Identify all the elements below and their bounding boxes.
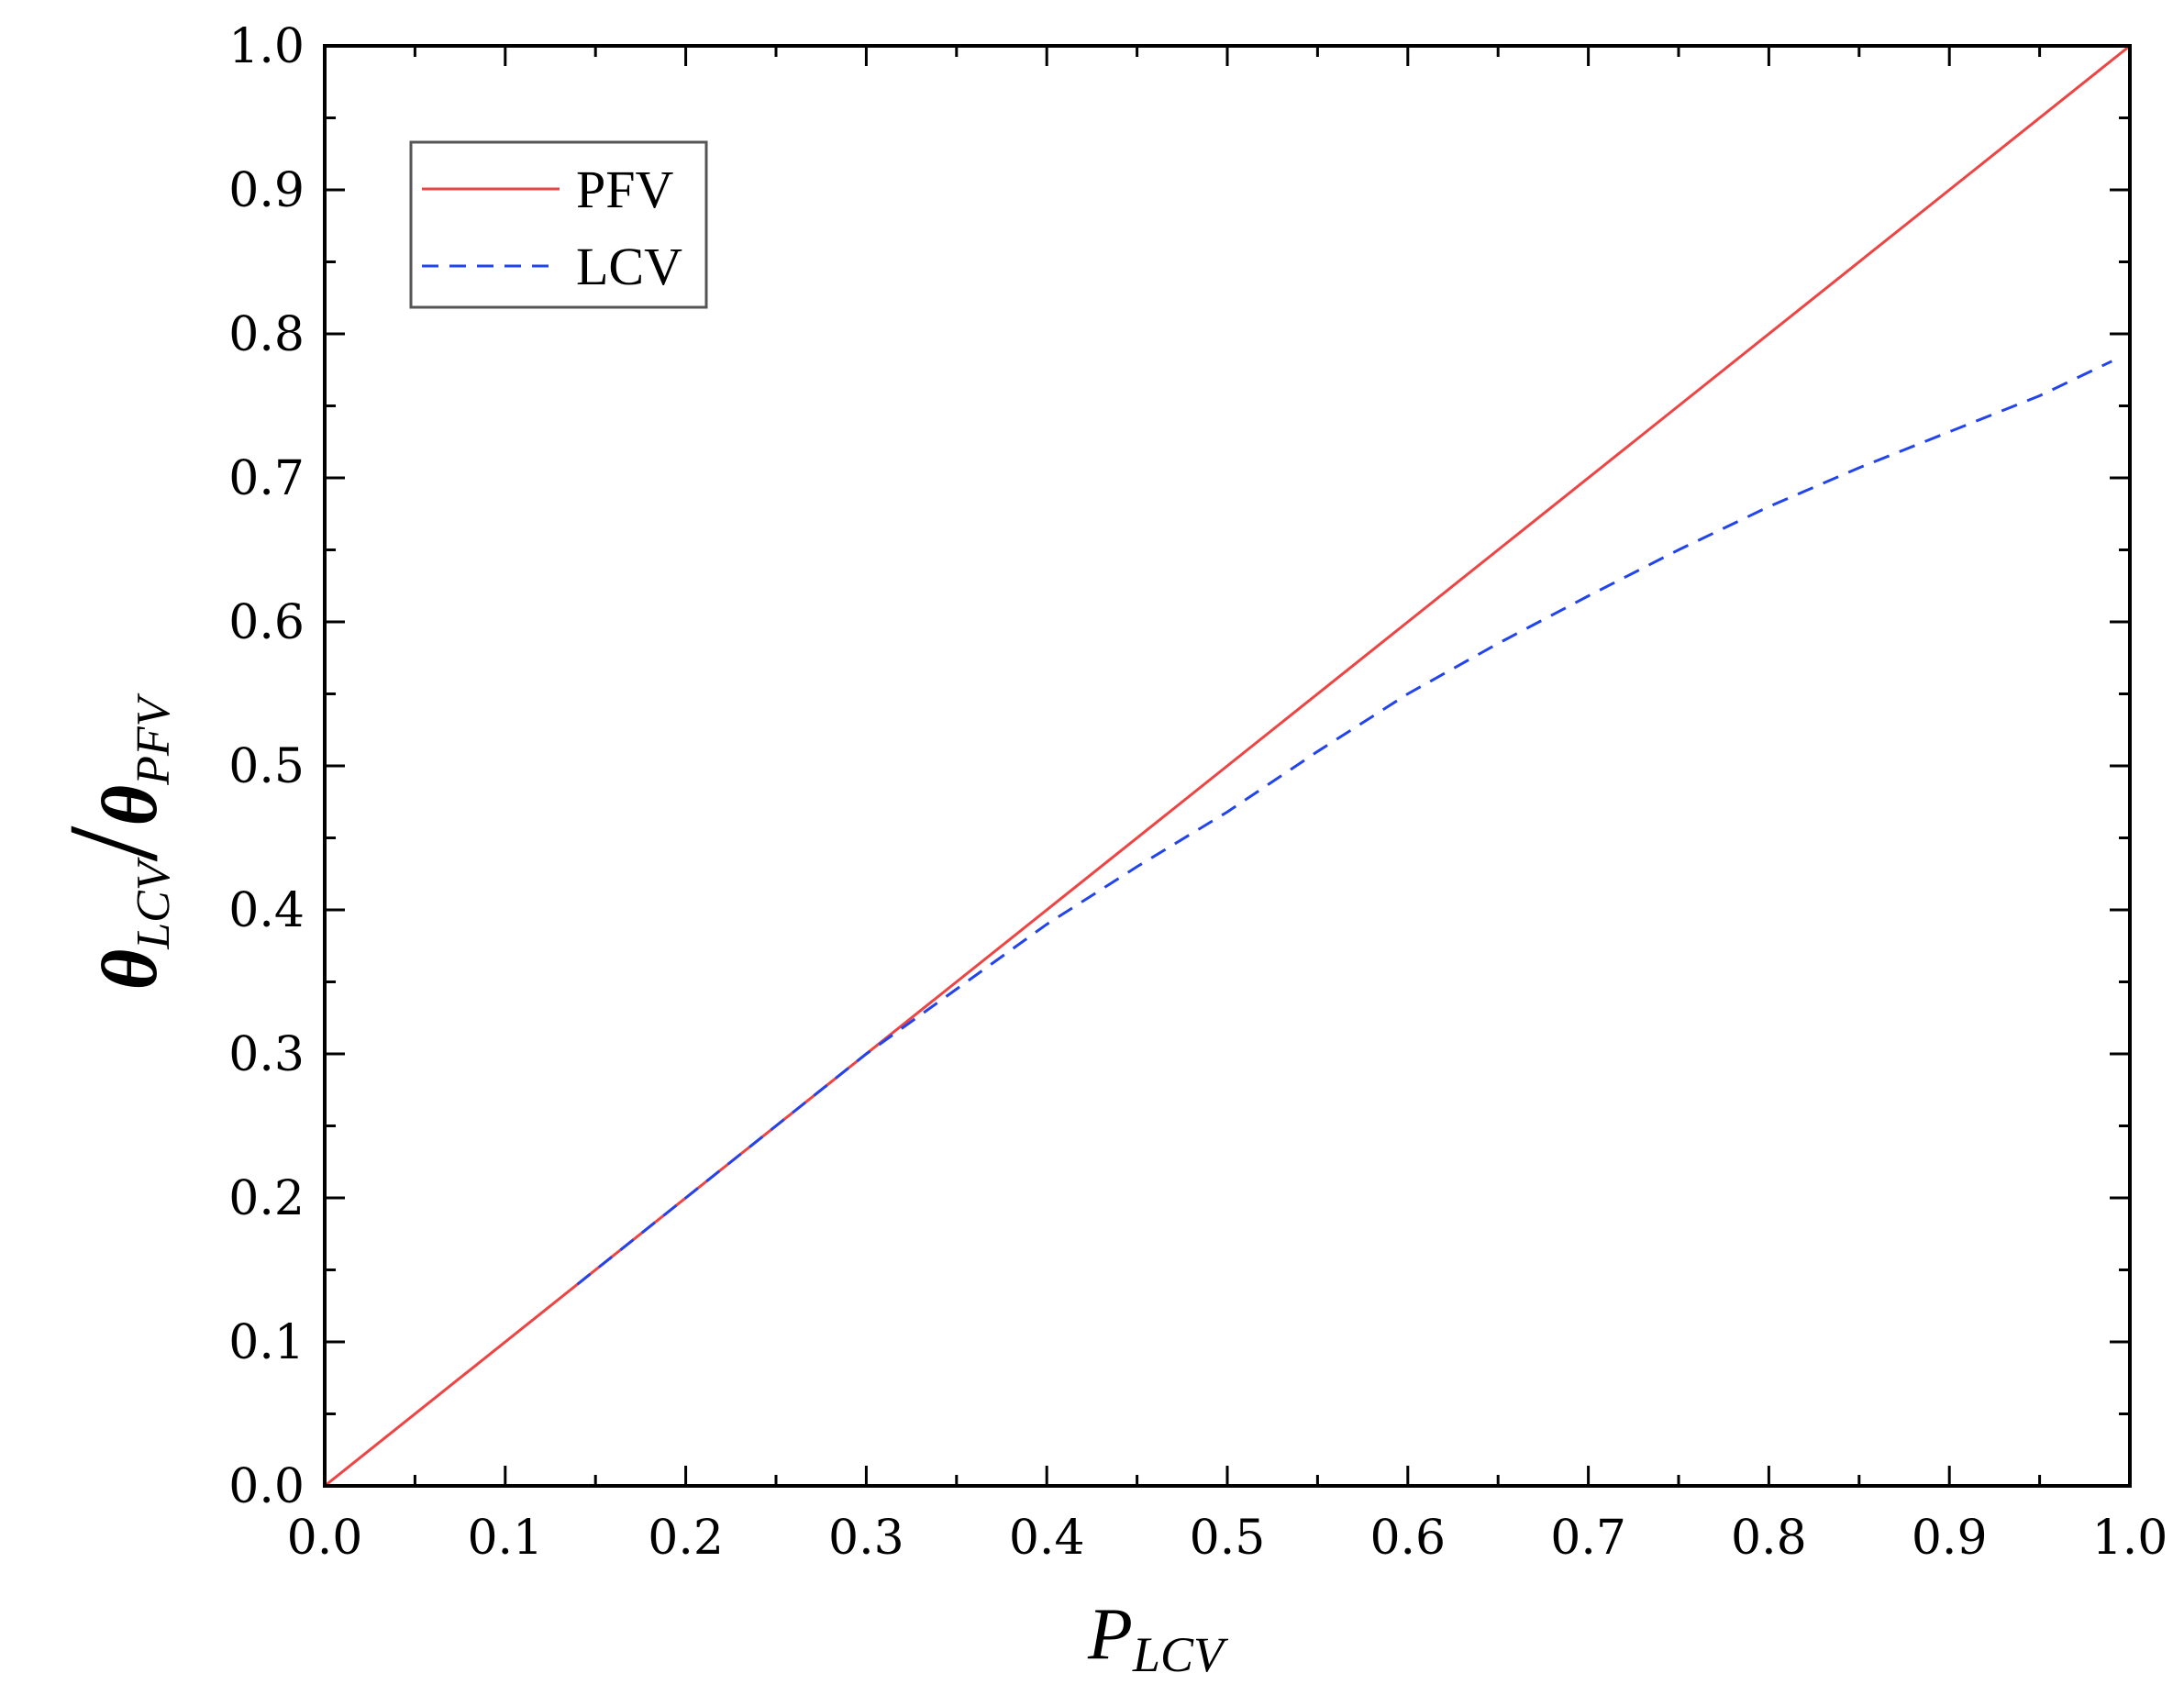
x-tick-label: 0.8 [1731,1511,1807,1566]
x-tick-label: 0.4 [1009,1511,1085,1566]
x-tick-label: 0.1 [467,1511,543,1566]
x-tick-label: 0.2 [648,1511,724,1566]
y-axis-title-slash: / [42,825,184,861]
x-tick-label: 0.7 [1550,1511,1626,1566]
x-tick-label: 0.0 [287,1511,363,1566]
x-tick-label: 1.0 [2092,1511,2168,1566]
x-axis-title-main: P [1087,1594,1133,1675]
y-axis-title-denominator-sub: PFV [127,692,180,786]
y-tick-label: 0.6 [228,595,305,650]
legend-label-lcv: LCV [576,237,682,296]
y-axis-title-numerator-sub: LCV [127,857,180,950]
y-tick-label: 0.8 [228,307,305,362]
series-lines [324,44,2131,1488]
x-tick-label: 0.6 [1369,1511,1446,1566]
y-tick-label: 0.5 [228,739,305,794]
series-line-lcv [576,360,2112,1286]
y-axis-title-denominator: θ [85,785,173,826]
x-tick-label: 0.3 [828,1511,904,1566]
y-tick-label: 0.0 [228,1459,305,1514]
axes [323,44,2132,1488]
y-tick-label: 0.3 [228,1027,305,1082]
x-tick-label: 0.5 [1190,1511,1266,1566]
legend-box [409,140,708,309]
y-tick-label: 0.9 [228,163,305,218]
y-axis-title-numerator: θ [85,949,173,991]
y-axis-title: θLCV/θPFV [42,692,184,990]
legend: PFV LCV [409,140,708,309]
x-axis-title: PLCV [1087,1594,1229,1682]
legend-label-pfv: PFV [576,160,674,219]
y-tick-label: 1.0 [228,19,305,74]
x-axis-title-sub: LCV [1132,1627,1229,1682]
x-tick-label: 0.9 [1912,1511,1988,1566]
tick-labels: 0.0 0.1 0.2 0.3 0.4 0.5 0.6 0.7 0.8 0.9 1.0 0.0 0.1 0… [228,19,2167,1566]
y-tick-label: 0.7 [228,451,305,506]
y-tick-label: 0.1 [228,1315,305,1370]
y-tick-label: 0.2 [228,1171,305,1226]
y-axis-title-text: θLCV/θPFV [42,692,184,990]
y-tick-label: 0.4 [228,883,305,938]
